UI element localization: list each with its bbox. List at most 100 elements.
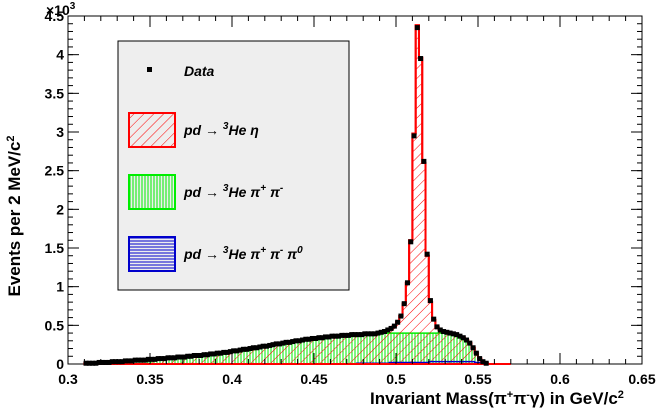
- data-point: [211, 351, 217, 357]
- data-point: [450, 331, 456, 337]
- y-tick-label: 2: [56, 201, 64, 217]
- data-point: [280, 340, 286, 346]
- data-point: [418, 56, 424, 62]
- data-point: [329, 333, 335, 339]
- data-point: [257, 344, 263, 350]
- data-point: [441, 329, 447, 335]
- data-point: [336, 333, 342, 339]
- data-point: [467, 340, 473, 346]
- data-point: [191, 352, 197, 358]
- y-tick-label: 3: [56, 124, 64, 140]
- data-point: [185, 353, 191, 359]
- data-point: [119, 359, 125, 365]
- data-point: [122, 358, 128, 364]
- data-point: [188, 353, 194, 359]
- data-point: [254, 345, 260, 351]
- data-point: [234, 348, 240, 354]
- data-point: [355, 332, 361, 338]
- data-point: [457, 333, 463, 339]
- legend-eta-label: pd → 3He η: [183, 121, 259, 138]
- y-tick-label: 2.5: [45, 163, 65, 179]
- data-point: [155, 356, 161, 362]
- data-point: [237, 347, 243, 353]
- data-point: [224, 349, 230, 355]
- data-point: [293, 338, 299, 344]
- data-point: [382, 329, 388, 335]
- data-point: [290, 339, 296, 345]
- data-point: [142, 357, 148, 363]
- data-point: [306, 336, 312, 342]
- data-point: [286, 339, 292, 345]
- data-point: [372, 331, 378, 337]
- legend-data-label: Data: [184, 63, 215, 79]
- data-point: [195, 352, 201, 358]
- y-tick-label: 1: [56, 279, 64, 295]
- data-point: [464, 337, 470, 343]
- data-point: [385, 327, 391, 333]
- data-point: [388, 325, 394, 331]
- data-point: [473, 350, 479, 356]
- data-point: [342, 332, 348, 338]
- data-point: [359, 332, 365, 338]
- data-point: [300, 337, 306, 343]
- data-point: [460, 335, 466, 341]
- data-point: [198, 352, 204, 358]
- data-point: [296, 338, 302, 344]
- data-point: [126, 358, 132, 364]
- data-point: [244, 346, 250, 352]
- data-point: [139, 357, 145, 363]
- x-tick-label: 0.35: [136, 371, 163, 387]
- data-point: [339, 332, 345, 338]
- data-point: [447, 330, 453, 336]
- data-point: [240, 346, 246, 352]
- data-point: [362, 331, 368, 337]
- data-point: [181, 354, 187, 360]
- data-point: [326, 334, 332, 340]
- data-point: [375, 330, 381, 336]
- data-point: [231, 348, 237, 354]
- legend-pipi-swatch: [128, 174, 176, 210]
- data-point: [404, 280, 410, 286]
- data-point: [113, 359, 119, 365]
- data-point: [270, 342, 276, 348]
- data-point: [106, 359, 112, 365]
- data-point: [378, 329, 384, 335]
- data-point: [145, 356, 151, 362]
- data-point: [273, 341, 279, 347]
- data-point: [250, 345, 256, 351]
- y-tick-label: 0: [56, 356, 64, 372]
- data-point: [431, 316, 437, 322]
- data-point: [322, 334, 328, 340]
- y-tick-label: 4.5: [45, 8, 65, 24]
- legend-data-marker: [147, 67, 152, 72]
- data-point: [411, 133, 417, 139]
- y-axis-title: Events per 2 MeV/c2: [5, 135, 24, 296]
- data-point: [136, 357, 142, 363]
- legend-pipipi-swatch: [128, 236, 176, 272]
- y-tick-label: 0.5: [45, 317, 65, 333]
- data-point: [86, 360, 92, 366]
- data-point: [454, 332, 460, 338]
- legend-pipi-label: pd → 3He π+ π-: [183, 183, 284, 200]
- x-tick-label: 0.6: [550, 371, 570, 387]
- data-point: [165, 355, 171, 361]
- data-point: [158, 356, 164, 362]
- data-point: [332, 333, 338, 339]
- data-point: [303, 336, 309, 342]
- y-multiplier: ×103: [46, 1, 76, 18]
- data-point: [398, 313, 404, 319]
- data-point: [319, 335, 325, 341]
- data-point: [204, 352, 210, 358]
- x-tick-label: 0.65: [628, 371, 655, 387]
- data-point: [427, 298, 433, 304]
- data-point: [277, 341, 283, 347]
- data-point: [201, 352, 207, 358]
- data-point: [391, 323, 397, 329]
- data-point: [267, 342, 273, 348]
- legend-eta-swatch: [128, 112, 176, 148]
- data-point: [414, 25, 420, 31]
- x-tick-label: 0.45: [300, 371, 327, 387]
- x-axis-ticks: 0.3 0.35 0.4 0.45 0.5 0.55 0.6 0.65: [58, 16, 656, 387]
- data-point: [218, 350, 224, 356]
- x-tick-label: 0.4: [222, 371, 242, 387]
